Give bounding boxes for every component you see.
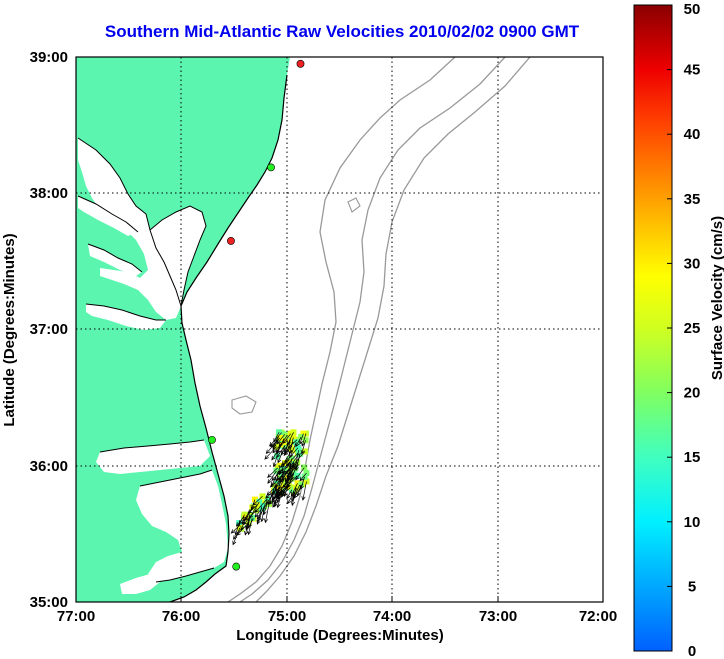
x-axis: 77:00 76:00 75:00 74:00 73:00 72:00 Long… — [57, 596, 617, 644]
radar-site-marker — [208, 435, 216, 444]
velocity-vector — [275, 488, 280, 499]
velocity-vector — [247, 517, 253, 536]
bathymetry-contour-inner — [227, 57, 456, 602]
bathymetry-contour-outer — [255, 57, 531, 602]
velocity-vector — [274, 474, 283, 492]
colorbar-tick-label: 40 — [684, 126, 701, 143]
velocity-vector — [252, 496, 263, 506]
velocity-vector — [273, 432, 280, 443]
velocity-vector — [260, 502, 266, 523]
velocity-vector — [267, 470, 277, 484]
y-tick-label: 36:00 — [30, 458, 68, 475]
y-axis-label: Latitude (Degrees:Minutes) — [1, 233, 18, 426]
radar-site-marker — [232, 562, 241, 571]
colorbar-tick-label: 50 — [684, 1, 701, 18]
colorbar-tick-label: 30 — [684, 255, 701, 272]
velocity-vector — [238, 514, 245, 525]
x-tick-label: 73:00 — [479, 608, 517, 625]
velocity-vector — [247, 504, 258, 514]
bathymetry-contour-loop — [231, 197, 361, 415]
bay-shoreline — [77, 137, 215, 583]
colorbar-tick-label: 10 — [684, 514, 701, 531]
velocity-vector — [299, 472, 307, 482]
velocity-vector — [232, 527, 241, 546]
velocity-vector — [256, 506, 263, 523]
velocity-vector — [281, 462, 291, 474]
coastline — [169, 74, 288, 602]
pamlico-sound — [136, 470, 228, 582]
rappahannock-river — [88, 244, 142, 276]
colorbar-tick-label: 20 — [684, 385, 701, 402]
x-tick-label: 76:00 — [162, 608, 200, 625]
x-tick-label: 75:00 — [268, 608, 306, 625]
velocity-vector — [295, 467, 305, 481]
radar-site-marker — [296, 59, 305, 68]
colorbar-tick-label: 5 — [688, 578, 696, 595]
delaware-bay — [285, 57, 300, 130]
velocity-vector — [272, 456, 278, 468]
velocity-vector — [300, 440, 306, 455]
velocity-vector — [290, 487, 297, 507]
colorbar-tick-label: 0 — [688, 643, 696, 659]
x-tick-label: 77:00 — [57, 608, 95, 625]
y-tick-label: 39:00 — [30, 49, 68, 66]
potomac-river — [78, 196, 138, 236]
colorbar-tick-label: 15 — [684, 449, 701, 466]
velocity-vector — [278, 462, 286, 476]
velocity-vector — [293, 450, 299, 470]
x-axis-label: Longitude (Degrees:Minutes) — [236, 627, 444, 644]
colorbar-tick-label: 25 — [684, 320, 701, 337]
velocity-vector — [244, 517, 250, 536]
james-river — [86, 304, 166, 330]
velocity-vector — [254, 498, 268, 513]
velocity-vector — [269, 437, 281, 448]
velocity-vector — [230, 524, 241, 534]
x-tick-label: 74:00 — [373, 608, 411, 625]
plot-frame — [75, 56, 604, 603]
velocity-vector — [245, 516, 251, 531]
velocity-vector — [272, 438, 280, 451]
neuse-river — [120, 574, 160, 594]
vector-field — [230, 429, 310, 546]
velocity-vector — [271, 471, 279, 487]
velocity-vector — [264, 503, 270, 524]
velocity-vector — [272, 441, 284, 454]
y-tick-label: 35:00 — [30, 594, 68, 611]
velocity-vector — [299, 433, 304, 445]
colorbar-tick-label: 45 — [684, 62, 701, 79]
velocity-vector — [272, 491, 280, 508]
velocity-vector — [278, 435, 288, 447]
y-tick-label: 38:00 — [30, 185, 68, 202]
radar-sites — [208, 59, 305, 571]
radar-site-marker — [267, 163, 275, 172]
velocity-vector — [301, 433, 307, 447]
bathymetry-contour-middle — [239, 57, 506, 602]
x-tick-label: 72:00 — [579, 608, 617, 625]
velocity-vector — [301, 481, 307, 501]
radar-site-marker — [227, 237, 235, 245]
chart-title: Southern Mid-Atlantic Raw Velocities 201… — [104, 22, 580, 41]
velocity-vector — [266, 485, 278, 496]
colorbar-gradient — [633, 4, 673, 652]
velocity-vector — [289, 467, 294, 478]
velocity-vector — [267, 467, 279, 479]
chesapeake-bay-east — [150, 206, 206, 306]
velocity-vector — [277, 445, 286, 464]
velocity-vector — [265, 491, 276, 505]
velocity-vector — [296, 484, 302, 497]
y-axis: 39:00 38:00 37:00 36:00 35:00 Latitude (… — [1, 49, 68, 611]
velocity-vector — [282, 433, 292, 444]
plot-area — [76, 57, 603, 602]
velocity-vector — [289, 442, 297, 459]
colorbar-label: Surface Velocity (cm/s) — [709, 216, 724, 380]
colorbar-tick-label: 35 — [684, 191, 701, 208]
y-tick-label: 37:00 — [30, 321, 68, 338]
velocity-vector — [240, 517, 246, 531]
grid-lines — [76, 57, 603, 602]
